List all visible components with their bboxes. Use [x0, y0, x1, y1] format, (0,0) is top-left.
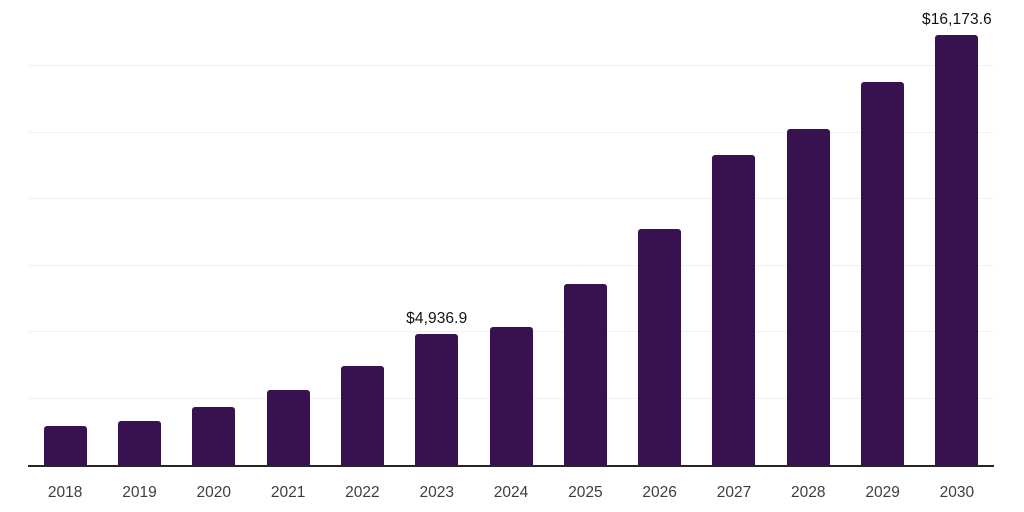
bar-slot-2020 — [177, 2, 251, 465]
bar-slot-2030: $16,173.6 — [920, 2, 994, 465]
x-axis-label-2028: 2028 — [791, 484, 826, 501]
bar-2021 — [266, 389, 310, 465]
bar-value-label-2023: $4,936.9 — [406, 309, 468, 327]
bar-2029 — [861, 82, 905, 465]
x-axis-label-2020: 2020 — [196, 484, 232, 501]
x-axis-label-2025: 2025 — [568, 484, 603, 501]
x-axis-labels: 2018 2019 2020 2021 2022 2023 2024 2025 2026 2027… — [28, 469, 994, 505]
bar-2026 — [638, 228, 682, 465]
gridline-7500 — [28, 264, 994, 266]
bar-slot-2021 — [251, 2, 325, 465]
bar-slot-2028 — [771, 2, 845, 465]
x-axis-label-2027: 2027 — [716, 484, 752, 501]
gridline-12500 — [28, 131, 994, 133]
bar-slot-2022 — [325, 2, 399, 465]
x-axis-label-2022: 2022 — [345, 484, 380, 501]
bar-2030: $16,173.6 — [922, 11, 992, 465]
x-axis-label-2030: 2030 — [939, 484, 975, 501]
plot-area: $4,936.9 $16,173.6 — [28, 2, 994, 467]
x-axis-label-2024: 2024 — [493, 484, 529, 501]
x-axis-label-2021: 2021 — [270, 484, 306, 501]
bar-2018 — [43, 426, 87, 465]
bar-2022 — [340, 365, 384, 465]
bar-slot-2018 — [28, 2, 102, 465]
x-axis-label-2029: 2029 — [865, 484, 900, 501]
bar-slot-2026 — [623, 2, 697, 465]
bar-2027 — [712, 155, 756, 465]
gridline-10000 — [28, 198, 994, 200]
x-axis-label-2023: 2023 — [419, 484, 454, 501]
bar-slot-2027 — [697, 2, 771, 465]
bar-2019 — [117, 420, 161, 465]
x-axis-label-2019: 2019 — [122, 484, 157, 501]
bar-2020 — [192, 407, 236, 465]
bar-2023: $4,936.9 — [406, 310, 467, 465]
x-axis-label-2026: 2026 — [642, 484, 677, 501]
x-axis-label-2018: 2018 — [47, 484, 83, 501]
bar-2025 — [563, 283, 607, 465]
bar-slot-2023: $4,936.9 — [400, 2, 474, 465]
bar-slot-2024 — [474, 2, 548, 465]
bar-2024 — [489, 326, 533, 465]
bar-slot-2029 — [845, 2, 919, 465]
gridline-15000 — [28, 65, 994, 67]
bar-slot-2025 — [548, 2, 622, 465]
bar-value-label-2030: $16,173.6 — [921, 11, 992, 29]
bar-slot-2019 — [102, 2, 176, 465]
bars-container: $4,936.9 $16,173.6 — [28, 2, 994, 465]
bar-2028 — [786, 128, 830, 465]
